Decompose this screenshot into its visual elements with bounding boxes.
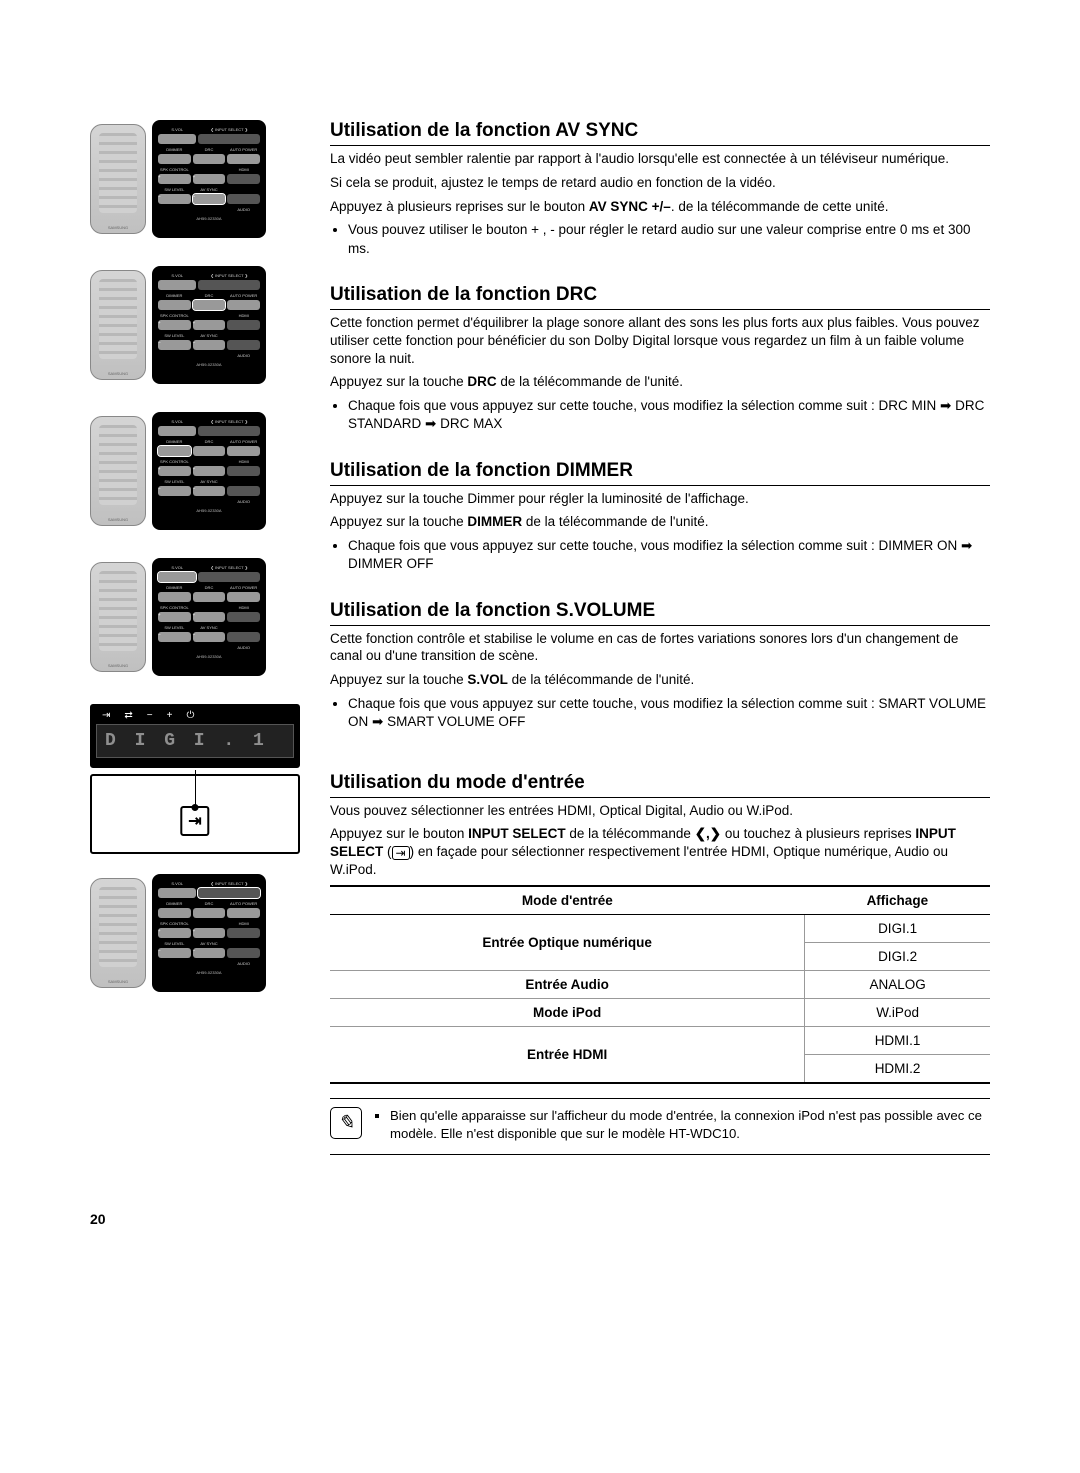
input-select-icon: ⇥ — [392, 846, 410, 860]
remote-large-icon: S.VOL❮ INPUT SELECT ❯ DIMMERDRCAUTO POWE… — [152, 412, 266, 530]
remote-small-icon — [90, 878, 146, 988]
shuffle-icon: ⇄ — [124, 710, 132, 721]
bullet: Chaque fois que vous appuyez sur cette t… — [348, 537, 990, 573]
section-title: Utilisation de la fonction DRC — [330, 284, 990, 310]
display-text: D I G I . 1 — [96, 724, 294, 758]
bullet: Chaque fois que vous appuyez sur cette t… — [348, 695, 990, 731]
paragraph: Cette fonction contrôle et stabilise le … — [330, 630, 990, 666]
remote-small-icon — [90, 416, 146, 526]
manual-page: S.VOL❮ INPUT SELECT ❯ DIMMERDRCAUTO POWE… — [90, 120, 990, 1181]
paragraph: Vous pouvez sélectionner les entrées HDM… — [330, 802, 990, 820]
table-row: Mode iPod W.iPod — [330, 998, 990, 1026]
remote-large-icon: S.VOL❮ INPUT SELECT ❯ DIMMERDRCAUTO POWE… — [152, 120, 266, 238]
remote-illustration-input: S.VOL❮ INPUT SELECT ❯ DIMMERDRCAUTO POWE… — [90, 874, 310, 992]
remote-illustration-dimmer: S.VOL❮ INPUT SELECT ❯ DIMMERDRCAUTO POWE… — [90, 412, 310, 530]
table-row: Entrée HDMI HDMI.1 — [330, 1026, 990, 1054]
table-header: Affichage — [805, 886, 990, 915]
paragraph: Appuyez sur la touche DRC de la télécomm… — [330, 373, 990, 391]
section-title: Utilisation de la fonction DIMMER — [330, 460, 990, 486]
minus-icon: − — [147, 710, 153, 721]
section-avsync: Utilisation de la fonction AV SYNC La vi… — [330, 120, 990, 258]
paragraph: La vidéo peut sembler ralentie par rappo… — [330, 150, 990, 168]
table-header: Mode d'entrée — [330, 886, 805, 915]
remote-illustration-avsync: S.VOL❮ INPUT SELECT ❯ DIMMERDRCAUTO POWE… — [90, 120, 310, 238]
remote-large-icon: S.VOL❮ INPUT SELECT ❯ DIMMERDRCAUTO POWE… — [152, 266, 266, 384]
bullet: Chaque fois que vous appuyez sur cette t… — [348, 397, 990, 433]
text-column: Utilisation de la fonction AV SYNC La vi… — [330, 120, 990, 1181]
remote-illustration-svolume: S.VOL❮ INPUT SELECT ❯ DIMMERDRCAUTO POWE… — [90, 558, 310, 676]
section-dimmer: Utilisation de la fonction DIMMER Appuye… — [330, 460, 990, 574]
bullet: Vous pouvez utiliser le bouton + , - pou… — [348, 221, 990, 257]
remote-small-icon — [90, 270, 146, 380]
power-icon: ⏻ — [186, 710, 194, 721]
illustration-column: S.VOL❮ INPUT SELECT ❯ DIMMERDRCAUTO POWE… — [90, 120, 330, 1181]
remote-small-icon — [90, 562, 146, 672]
table-row: Entrée Optique numérique DIGI.1 — [330, 914, 990, 942]
remote-small-icon — [90, 124, 146, 234]
audio-btn — [227, 194, 260, 204]
note-icon: ✎ — [330, 1107, 362, 1139]
table-row: Entrée Audio ANALOG — [330, 970, 990, 998]
paragraph: Appuyez sur la touche S.VOL de la téléco… — [330, 671, 990, 689]
page-number: 20 — [90, 1211, 990, 1227]
input-select-front-icon: ⇥ — [180, 806, 209, 836]
input-mode-table: Mode d'entrée Affichage Entrée Optique n… — [330, 885, 990, 1084]
section-drc: Utilisation de la fonction DRC Cette fon… — [330, 284, 990, 434]
note-box: ✎ Bien qu'elle apparaisse sur l'afficheu… — [330, 1098, 990, 1156]
section-title: Utilisation de la fonction AV SYNC — [330, 120, 990, 146]
plus-icon: + — [167, 710, 173, 721]
paragraph: Appuyez à plusieurs reprises sur le bout… — [330, 198, 990, 216]
note-text: Bien qu'elle apparaisse sur l'afficheur … — [390, 1107, 990, 1143]
paragraph: Appuyez sur la touche Dimmer pour régler… — [330, 490, 990, 508]
remote-large-icon: S.VOL❮ INPUT SELECT ❯ DIMMERDRCAUTO POWE… — [152, 558, 266, 676]
paragraph: Appuyez sur le bouton INPUT SELECT de la… — [330, 825, 990, 878]
section-svolume: Utilisation de la fonction S.VOLUME Cett… — [330, 600, 990, 732]
paragraph: Appuyez sur la touche DIMMER de la téléc… — [330, 513, 990, 531]
front-display-illustration: ⇥ ⇄ − + ⏻ D I G I . 1 ⇥ — [90, 704, 300, 854]
remote-illustration-drc: S.VOL❮ INPUT SELECT ❯ DIMMERDRCAUTO POWE… — [90, 266, 310, 384]
section-title: Utilisation de la fonction S.VOLUME — [330, 600, 990, 626]
btn-label: S.VOL — [158, 126, 196, 132]
section-input-mode: Utilisation du mode d'entrée Vous pouvez… — [330, 772, 990, 1156]
remote-large-icon: S.VOL❮ INPUT SELECT ❯ DIMMERDRCAUTO POWE… — [152, 874, 266, 992]
paragraph: Cette fonction permet d'équilibrer la pl… — [330, 314, 990, 367]
section-title: Utilisation du mode d'entrée — [330, 772, 990, 798]
paragraph: Si cela se produit, ajustez le temps de … — [330, 174, 990, 192]
input-icon: ⇥ — [102, 710, 110, 721]
